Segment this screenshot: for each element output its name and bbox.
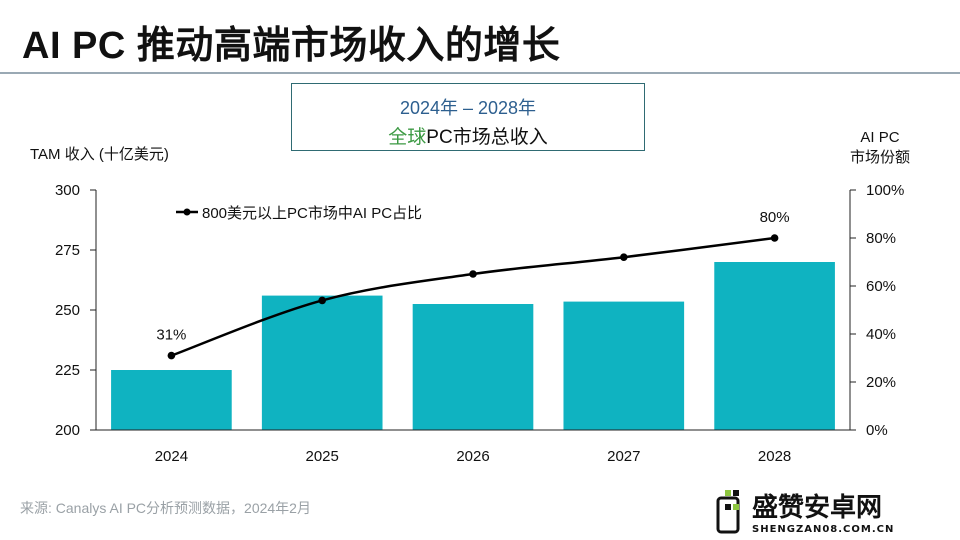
right-tick-label: 60% [866,278,896,295]
right-axis-label-line1: AI PC [860,129,899,146]
right-tick-label: 100% [866,182,904,199]
subtitle-accent: 全球 [388,127,427,148]
share-point-2026 [469,270,477,278]
x-tick-label: 2026 [456,448,489,465]
watermark-url: SHENGZAN08.COM.CN [752,524,894,535]
right-axis-label-line2: 市场份额 [850,149,910,166]
left-tick-label: 225 [55,362,80,379]
bar-2025 [261,295,383,430]
bar-2027 [563,301,685,430]
right-tick-label: 0% [866,422,888,439]
subtitle-box: 2024年 – 2028年 全球PC市场总收入 [291,83,645,151]
subtitle-description: 全球PC市场总收入 [292,122,644,149]
x-tick-label: 2028 [758,448,791,465]
source-note: 来源: Canalys AI PC分析预测数据，2024年2月 [20,500,311,516]
page-title: AI PC 推动高端市场收入的增长 [22,25,561,67]
left-tick-label: 300 [55,182,80,199]
watermark-logo: 盛赞安卓网 SHENGZAN08.COM.CN [716,490,894,535]
watermark-name: 盛赞安卓网 [752,492,882,523]
share-point-2025 [318,296,327,305]
phone-icon [716,490,740,534]
subtitle-rest: PC市场总收入 [426,127,548,148]
share-data-label: 80% [760,209,790,226]
legend-entry: 800美元以上PC市场中AI PC占比 [202,205,422,222]
left-tick-label: 275 [55,242,80,259]
right-tick-label: 80% [866,230,896,247]
bar-2026 [412,304,534,430]
share-point-2024 [167,351,176,360]
x-tick-label: 2027 [607,448,640,465]
left-tick-label: 200 [55,422,80,439]
share-point-2027 [620,253,628,261]
right-tick-label: 20% [866,374,896,391]
share-data-label: 31% [156,327,186,344]
bar-2028 [714,262,835,430]
share-point-2028 [770,234,779,242]
title-divider [0,72,960,74]
x-tick-label: 2024 [155,448,188,465]
bar-2024 [111,370,232,430]
left-tick-label: 250 [55,302,80,319]
subtitle-years: 2024年 – 2028年 [399,98,537,118]
left-axis-label: TAM 收入 (十亿美元) [30,146,169,163]
legend-dot-marker [183,208,191,216]
right-tick-label: 40% [866,326,896,343]
x-tick-label: 2025 [306,448,339,465]
